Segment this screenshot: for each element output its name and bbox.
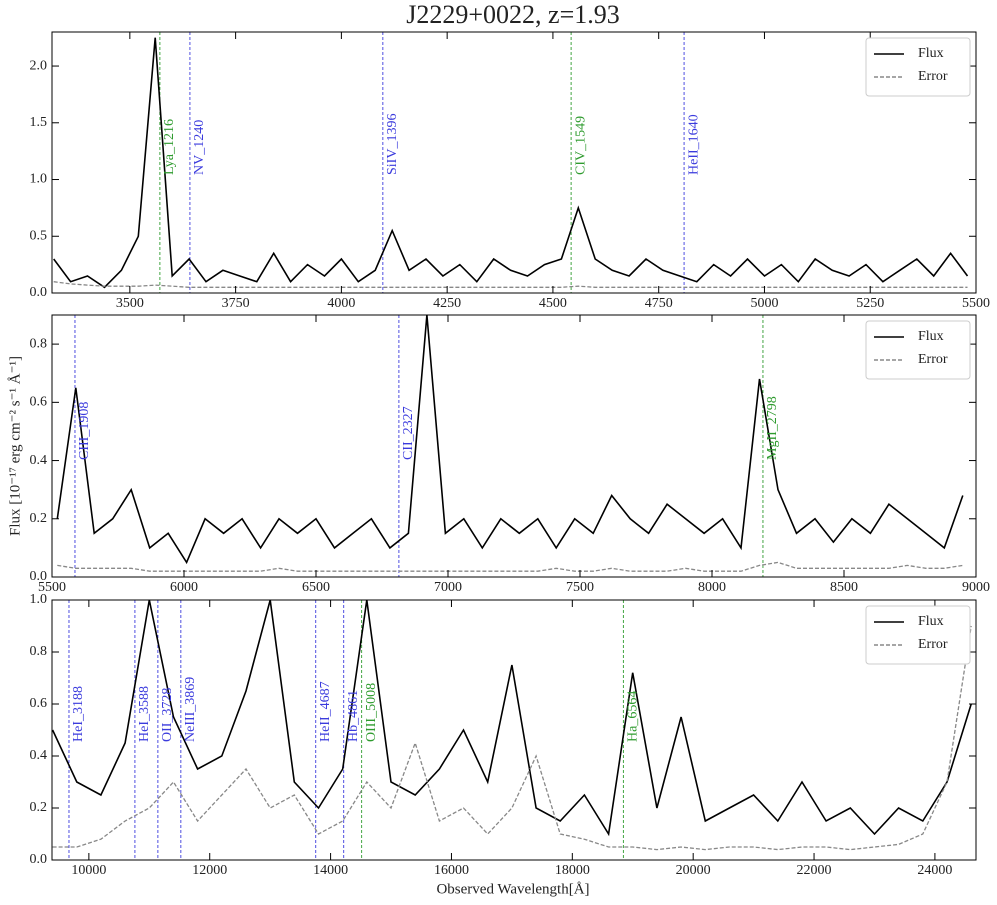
legend-label: Error: [918, 69, 948, 84]
x-tick-label: 5500: [38, 580, 66, 595]
emission-line-label: OIII_5008: [364, 683, 379, 742]
x-tick-label: 8000: [698, 580, 726, 595]
x-tick-label: 5000: [750, 296, 778, 311]
x-tick-label: 14000: [313, 863, 348, 878]
y-tick-label: 1.0: [30, 172, 48, 187]
axes-frame: [51, 31, 977, 294]
emission-line-label: CII_2327: [401, 406, 416, 460]
legend-box: [865, 37, 971, 97]
y-tick-label: 0.2: [30, 511, 48, 526]
chart-title: J2229+0022, z=1.93: [406, 0, 619, 29]
y-tick-label: 0.8: [30, 644, 48, 659]
plot-area: [52, 600, 972, 860]
x-tick-label: 9000: [962, 580, 990, 595]
axes-frame: [51, 314, 977, 578]
plot-area: [56, 315, 964, 577]
plot-area: [53, 32, 969, 293]
y-axis-label: Flux [10⁻¹⁷ erg cm⁻² s⁻¹ Å⁻¹]: [7, 356, 23, 536]
x-tick-label: 3500: [116, 296, 144, 311]
y-tick-label: 0.4: [30, 453, 48, 468]
legend-label: Error: [918, 637, 948, 652]
spectrum-line: [53, 281, 968, 288]
x-tick-label: 4000: [327, 296, 355, 311]
x-tick-label: 10000: [71, 863, 106, 878]
legend-label: Flux: [918, 46, 944, 61]
emission-line-label: HeII_1640: [686, 114, 701, 175]
x-tick-label: 4500: [539, 296, 567, 311]
legend-box: [865, 605, 971, 665]
spectrum-line: [56, 315, 964, 565]
x-tick-label: 18000: [555, 863, 590, 878]
y-tick-label: 0.0: [30, 569, 48, 584]
x-tick-label: 7000: [434, 580, 462, 595]
emission-line-label: Hb_4861: [346, 690, 361, 742]
x-tick-label: 4750: [645, 296, 673, 311]
legend-box: [865, 320, 971, 380]
x-tick-label: 6000: [170, 580, 198, 595]
x-tick-label: 6500: [302, 580, 330, 595]
x-tick-label: 20000: [676, 863, 711, 878]
emission-line-label: Ha_6564: [626, 691, 641, 742]
emission-line-label: CIV_1549: [573, 116, 588, 175]
spectrum-line: [53, 37, 969, 289]
emission-line-label: SiIV_1396: [385, 114, 400, 175]
y-tick-label: 0.0: [30, 285, 48, 300]
y-tick-label: 0.5: [30, 228, 48, 243]
x-tick-label: 8500: [830, 580, 858, 595]
emission-line-label: HeI_3588: [137, 686, 152, 742]
x-tick-label: 5250: [856, 296, 884, 311]
x-tick-label: 16000: [434, 863, 469, 878]
emission-line-label: CIII_1908: [77, 402, 92, 460]
x-tick-label: 22000: [797, 863, 832, 878]
emission-line-label: Lya_1216: [162, 119, 177, 175]
spectrum-line: [52, 625, 972, 851]
y-tick-label: 2.0: [30, 58, 48, 73]
x-axis-label: Observed Wavelength[Å]: [436, 881, 589, 897]
spectrum-line: [57, 561, 963, 572]
spectrum-line: [52, 600, 972, 837]
emission-line-label: NV_1240: [192, 120, 207, 175]
y-tick-label: 0.2: [30, 800, 48, 815]
emission-line-label: HeI_3188: [71, 686, 86, 742]
x-tick-label: 24000: [917, 863, 952, 878]
emission-line-label: MgII_2798: [765, 396, 780, 460]
x-tick-label: 4250: [433, 296, 461, 311]
axes-frame: [51, 599, 977, 861]
y-tick-label: 0.6: [30, 696, 48, 711]
emission-line-label: HeII_4687: [318, 681, 333, 742]
x-tick-label: 7500: [566, 580, 594, 595]
y-tick-label: 0.0: [30, 852, 48, 867]
y-tick-label: 0.4: [30, 748, 48, 763]
y-tick-label: 0.8: [30, 336, 48, 351]
x-tick-label: 12000: [192, 863, 227, 878]
x-tick-label: 3750: [222, 296, 250, 311]
legend-label: Flux: [918, 614, 944, 629]
legend-label: Flux: [918, 329, 944, 344]
emission-line-label: OII_3728: [160, 688, 175, 742]
y-tick-label: 1.5: [30, 115, 48, 130]
x-tick-label: 5500: [962, 296, 990, 311]
y-tick-label: 0.6: [30, 395, 48, 410]
emission-line-label: NeIII_3869: [183, 677, 198, 742]
y-tick-label: 1.0: [30, 592, 48, 607]
legend-label: Error: [918, 352, 948, 367]
